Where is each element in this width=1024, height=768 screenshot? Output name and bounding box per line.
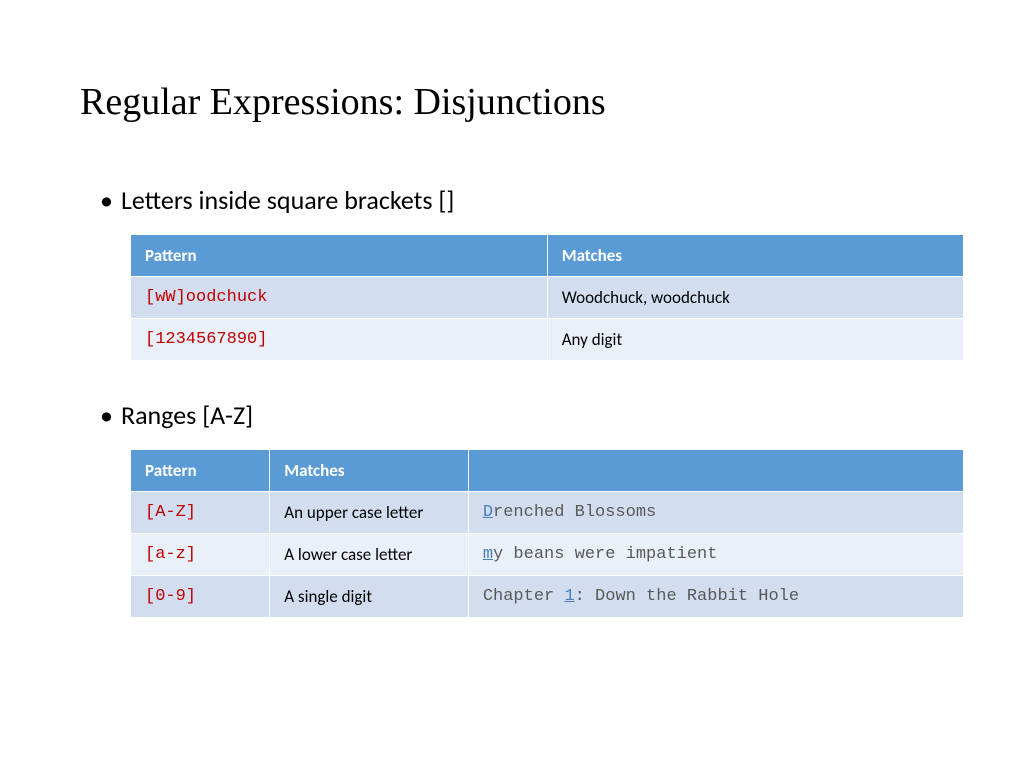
highlighted-match: m [483, 545, 493, 564]
slide-container: Regular Expressions: Disjunctions • Lett… [0, 0, 1024, 696]
matches-cell: Woodchuck, woodchuck [547, 277, 963, 319]
example-cell: Chapter 1: Down the Rabbit Hole [468, 576, 963, 618]
table-header: Pattern [131, 450, 270, 492]
table-header: Matches [547, 235, 963, 277]
table-row: [0-9]A single digitChapter 1: Down the R… [131, 576, 964, 618]
bullet-item-1: • Letters inside square brackets [] [100, 184, 964, 216]
bullet-text-1: Letters inside square brackets [] [121, 184, 454, 216]
pattern-cell: [wW]oodchuck [131, 277, 548, 319]
pattern-cell: [1234567890] [131, 319, 548, 361]
table-header: Matches [270, 450, 469, 492]
table-row: [wW]oodchuckWoodchuck, woodchuck [131, 277, 964, 319]
pattern-cell: [0-9] [131, 576, 270, 618]
pattern-table-1: PatternMatches[wW]oodchuckWoodchuck, woo… [130, 234, 964, 361]
bullet-item-2: • Ranges [A-Z] [100, 399, 964, 431]
highlighted-match: 1 [564, 587, 574, 606]
matches-cell: Any digit [547, 319, 963, 361]
table-row: [1234567890]Any digit [131, 319, 964, 361]
table-row: [a-z]A lower case lettermy beans were im… [131, 534, 964, 576]
bullet-dot-icon: • [100, 187, 113, 213]
example-cell: my beans were impatient [468, 534, 963, 576]
bullet-text-2: Ranges [A-Z] [121, 399, 253, 431]
bullet-dot-icon: • [100, 402, 113, 428]
table-row: [A-Z]An upper case letterDrenched Blosso… [131, 492, 964, 534]
description-cell: A lower case letter [270, 534, 469, 576]
example-cell: Drenched Blossoms [468, 492, 963, 534]
highlighted-match: D [483, 503, 493, 522]
pattern-cell: [a-z] [131, 534, 270, 576]
slide-title: Regular Expressions: Disjunctions [80, 80, 964, 124]
pattern-cell: [A-Z] [131, 492, 270, 534]
table-header: Pattern [131, 235, 548, 277]
description-cell: An upper case letter [270, 492, 469, 534]
table-header [468, 450, 963, 492]
pattern-table-2: PatternMatches[A-Z]An upper case letterD… [130, 449, 964, 618]
description-cell: A single digit [270, 576, 469, 618]
